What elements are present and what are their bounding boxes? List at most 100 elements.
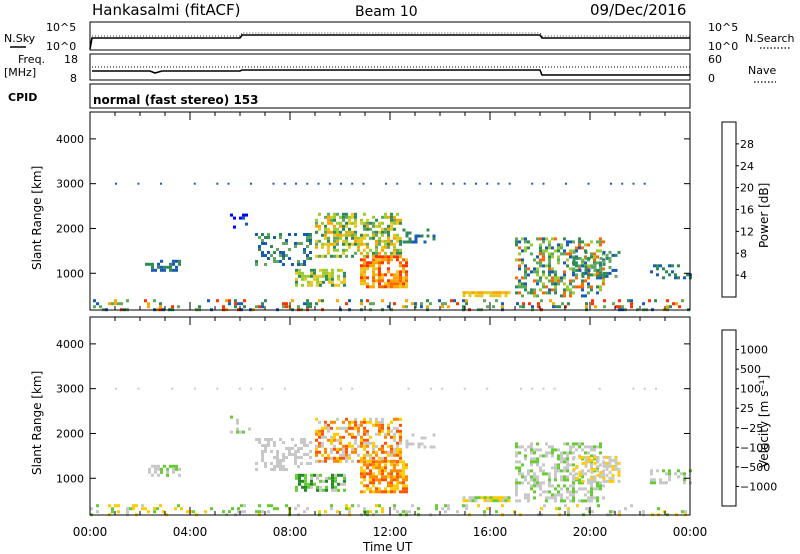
- range-cell: [483, 499, 487, 503]
- range-cell: [331, 479, 334, 483]
- range-cell: [327, 438, 330, 442]
- range-cell: [369, 456, 372, 460]
- range-cell: [548, 291, 551, 295]
- range-cell: [441, 305, 444, 309]
- range-cell: [602, 484, 605, 488]
- range-cell: [426, 305, 429, 309]
- range-cell: [492, 305, 495, 309]
- range-cell: [375, 233, 378, 237]
- range-cell: [501, 499, 505, 503]
- range-cell: [516, 302, 519, 306]
- range-cell: [578, 264, 581, 268]
- range-cell: [303, 263, 306, 266]
- range-cell: [387, 227, 390, 231]
- noise-panel: N.Sky 10^5 10^0 10^5 10^0 N.Search: [4, 21, 795, 53]
- range-cell: [375, 487, 378, 491]
- range-cell: [654, 299, 657, 303]
- range-cell: [393, 459, 396, 463]
- range-cell: [581, 282, 584, 286]
- range-cell: [548, 261, 551, 265]
- range-cell: [399, 218, 402, 222]
- range-cell: [330, 435, 333, 439]
- range-cell: [542, 387, 545, 390]
- range-cell: [411, 442, 415, 446]
- range-cell: [242, 430, 245, 434]
- range-cell: [560, 475, 563, 479]
- range-cell: [375, 230, 378, 234]
- range-cell: [325, 268, 328, 272]
- range-cell: [363, 270, 366, 274]
- range-cell: [572, 262, 576, 266]
- range-cell: [596, 473, 600, 477]
- range-cell: [357, 426, 360, 430]
- range-cell: [387, 258, 390, 262]
- range-cell: [554, 276, 557, 280]
- range-cell: [539, 261, 542, 265]
- range-cell: [584, 451, 587, 455]
- range-cell: [390, 469, 393, 473]
- range-cell: [315, 453, 318, 457]
- range-cell: [399, 456, 402, 460]
- range-cell: [563, 288, 566, 292]
- range-cell: [301, 485, 304, 489]
- range-cell: [378, 255, 381, 259]
- range-cell: [542, 463, 545, 467]
- range-cell: [363, 472, 366, 476]
- range-cell: [297, 305, 300, 309]
- range-cell: [318, 435, 321, 439]
- range-cell: [295, 280, 298, 284]
- range-cell: [372, 450, 375, 454]
- range-cell: [321, 444, 324, 448]
- range-cell: [336, 227, 339, 231]
- range-cell: [548, 481, 551, 485]
- range-cell: [144, 507, 147, 511]
- range-cell: [584, 464, 588, 468]
- range-cell: [545, 496, 548, 500]
- range-cell: [375, 267, 378, 271]
- range-cell: [575, 448, 578, 452]
- range-cell: [624, 507, 627, 511]
- range-cell: [617, 461, 621, 465]
- range-cell: [552, 305, 555, 309]
- range-cell: [378, 267, 381, 271]
- range-cell: [653, 478, 656, 482]
- range-cell: [662, 469, 665, 473]
- range-cell: [596, 455, 600, 459]
- range-cell: [372, 236, 375, 240]
- range-cell: [328, 476, 331, 480]
- range-cell: [267, 444, 270, 447]
- range-cell: [372, 441, 375, 445]
- range-cell: [399, 264, 402, 268]
- range-cell: [515, 454, 518, 458]
- range-cell: [578, 285, 581, 289]
- range-cell: [405, 279, 408, 283]
- range-cell: [537, 302, 540, 306]
- range-cell: [387, 236, 390, 240]
- range-cell: [234, 305, 237, 309]
- range-cell: [575, 268, 579, 272]
- range-cell: [309, 242, 312, 245]
- range-cell: [539, 258, 542, 262]
- range-cell: [533, 484, 536, 488]
- range-cell: [375, 460, 378, 464]
- range-cell: [137, 387, 140, 390]
- range-cell: [236, 430, 239, 434]
- range-cell: [557, 454, 560, 458]
- range-cell: [539, 481, 542, 485]
- range-cell: [486, 182, 489, 185]
- range-cell: [390, 242, 393, 246]
- range-cell: [515, 490, 518, 494]
- range-cell: [178, 473, 181, 477]
- range-cell: [330, 221, 333, 225]
- range-cell: [402, 240, 406, 244]
- range-cell: [564, 504, 567, 508]
- range-cell: [486, 496, 490, 500]
- range-cell: [518, 264, 521, 268]
- range-cell: [387, 459, 390, 463]
- range-cell: [393, 302, 396, 306]
- range-cell: [117, 302, 120, 306]
- range-cell: [602, 250, 606, 254]
- range-cell: [542, 182, 545, 185]
- range-cell: [596, 445, 599, 449]
